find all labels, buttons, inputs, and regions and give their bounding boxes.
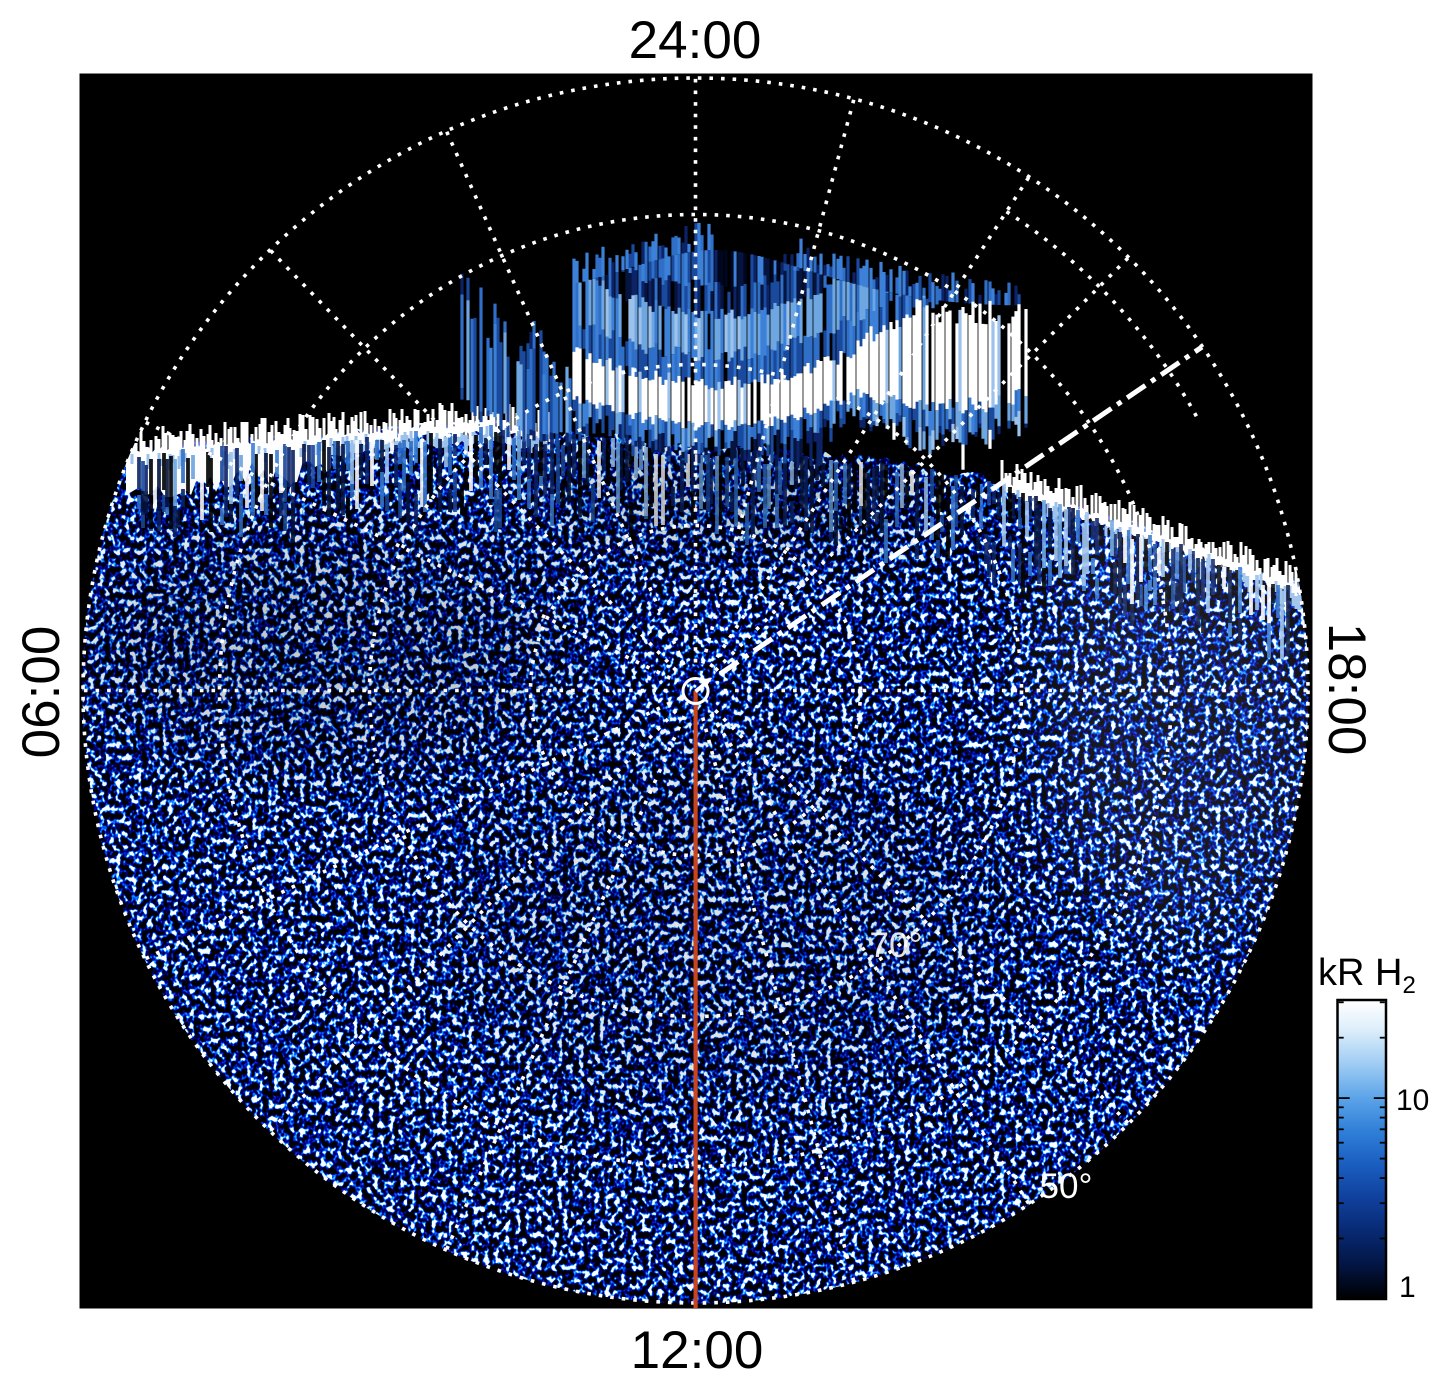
svg-text:kR H2: kR H2: [1318, 952, 1416, 999]
svg-text:10: 10: [1396, 1084, 1429, 1117]
svg-text:50°: 50°: [1040, 1167, 1093, 1206]
svg-text:06:00: 06:00: [12, 626, 71, 759]
svg-text:1: 1: [1399, 1271, 1416, 1304]
svg-text:70°: 70°: [870, 926, 923, 965]
svg-text:18:00: 18:00: [1317, 623, 1376, 756]
svg-text:24:00: 24:00: [629, 11, 762, 70]
svg-text:12:00: 12:00: [631, 1321, 764, 1380]
